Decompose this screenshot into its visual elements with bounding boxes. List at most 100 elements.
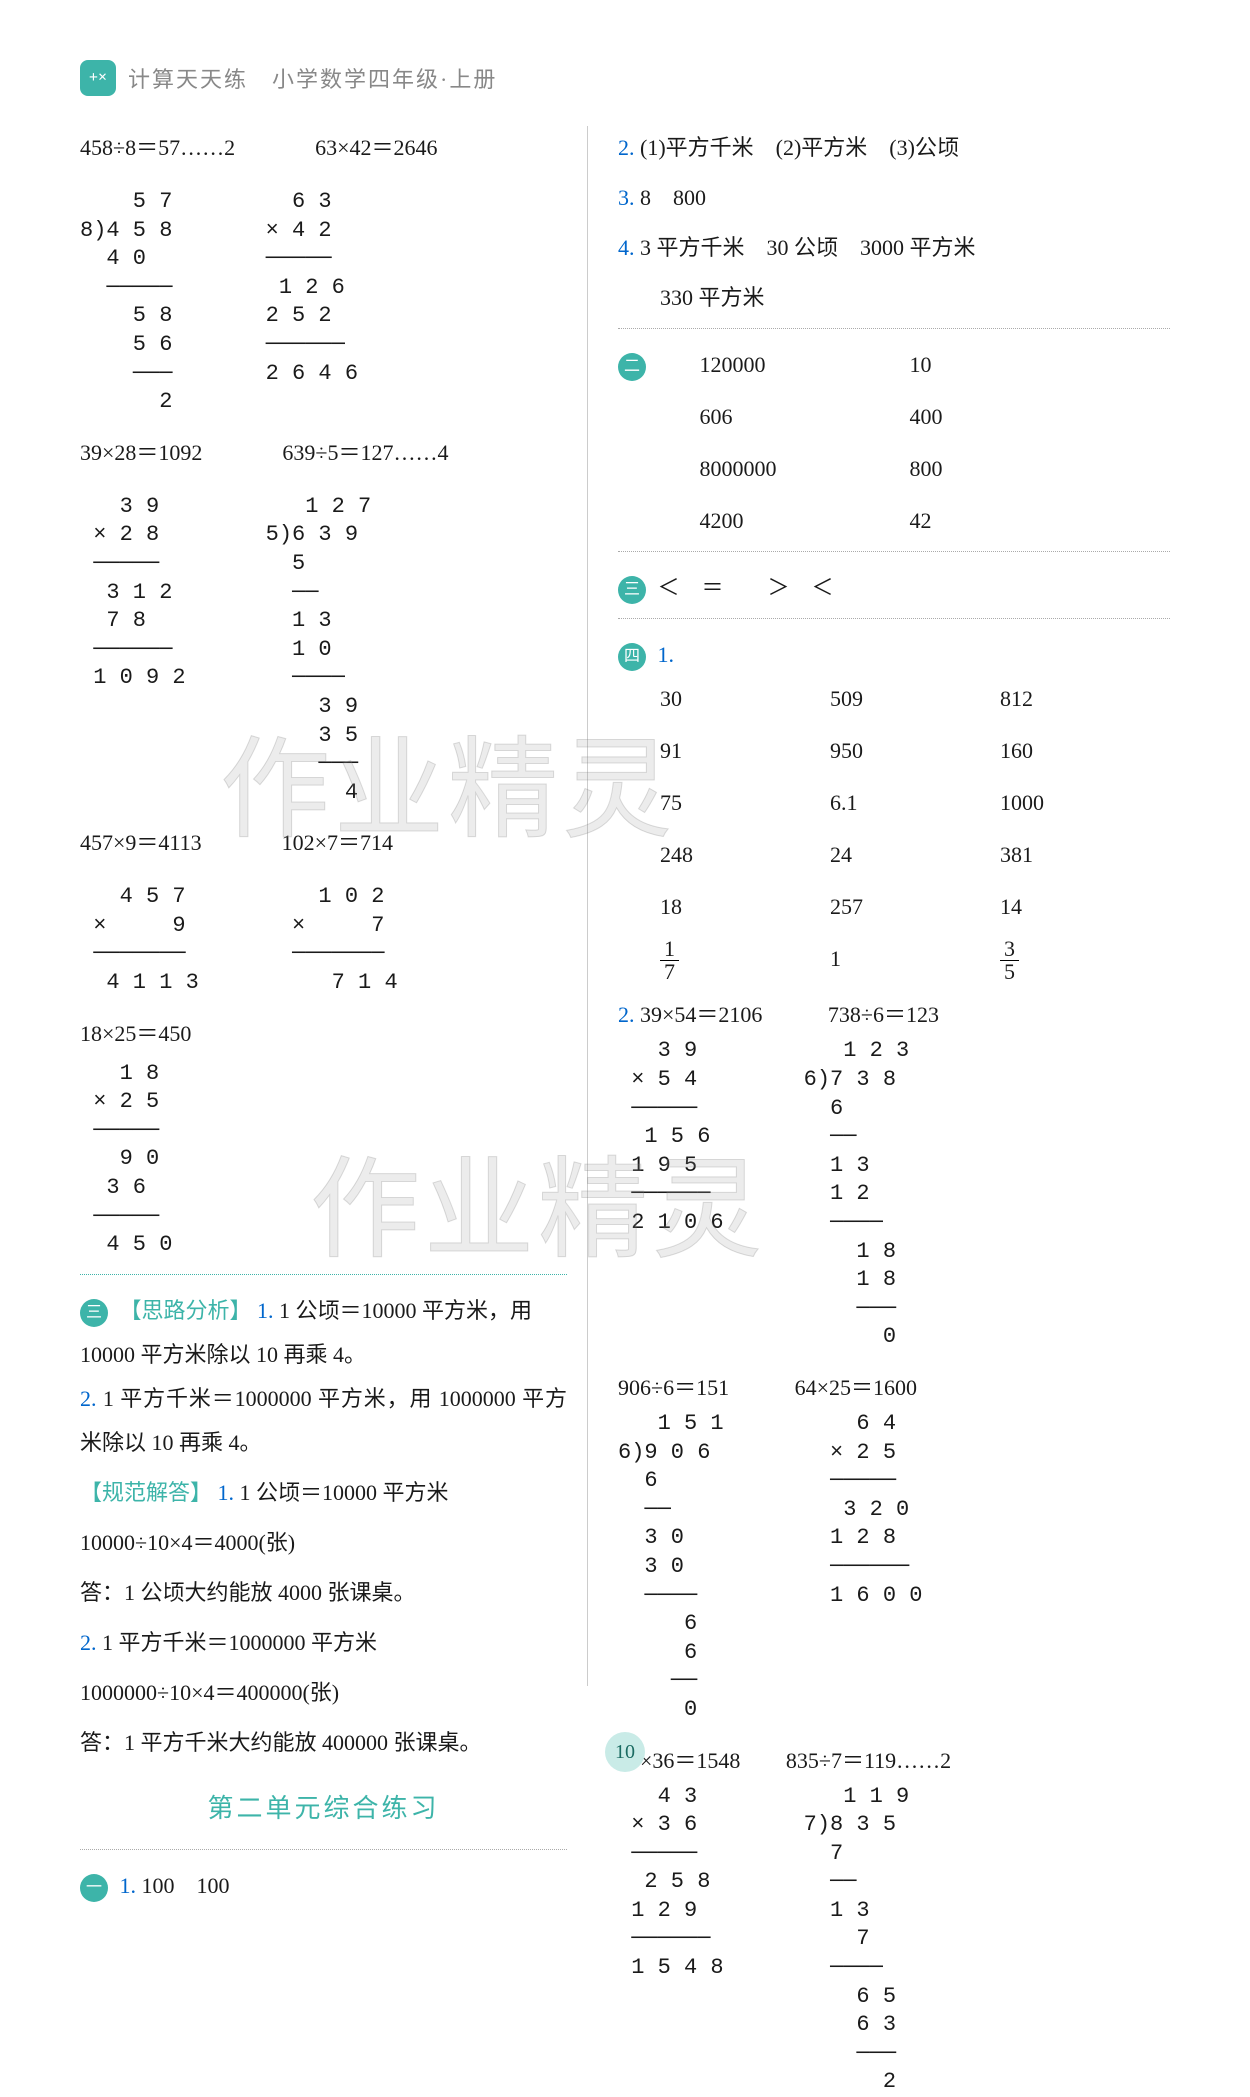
- answer-text: 1 公顷＝10000 平方米: [240, 1480, 449, 1505]
- calc-row-3: 4 5 7 × 9 ─────── 4 1 1 3 1 0 2 × 7 ────…: [80, 883, 567, 997]
- equation: 835÷7＝119……2: [786, 1748, 951, 1773]
- cell: 35: [1000, 937, 1170, 983]
- header-title: 计算天天练 小学数学四年级·上册: [128, 62, 497, 94]
- analysis-label: 【思路分析】: [120, 1298, 252, 1323]
- equation: 458÷8＝57……2: [80, 126, 235, 170]
- equation: 39×54＝2106: [640, 1002, 762, 1027]
- divider: [618, 618, 1170, 619]
- cell: 381: [1000, 833, 1170, 877]
- item-num: 3.: [618, 185, 635, 210]
- item-num: 1.: [257, 1298, 274, 1323]
- cell: 91: [660, 729, 830, 773]
- section-one: 一 1. 100 100: [80, 1864, 567, 1908]
- analysis-block: 三 【思路分析】 1. 1 公顷＝10000 平方米，用 10000 平方米除以…: [80, 1289, 567, 1465]
- cell: 14: [1000, 885, 1170, 929]
- cell: 160: [1000, 729, 1170, 773]
- cell: 1000: [1000, 781, 1170, 825]
- cell: 18: [660, 885, 830, 929]
- calc-row: 3 9 × 5 4 ───── 1 5 6 1 9 5 ────── 2 1 0…: [618, 1037, 1170, 1352]
- badge-three-icon: 三: [80, 1299, 108, 1327]
- calc-row-2: 3 9 × 2 8 ───── 3 1 2 7 8 ────── 1 0 9 2…: [80, 493, 567, 808]
- divider: [618, 551, 1170, 552]
- answer-grid: 30509812 91950160 756.11000 24824381 182…: [618, 677, 1170, 983]
- item-num: 2.: [618, 1002, 635, 1027]
- badge-four-icon: 四: [618, 643, 646, 671]
- eq-row-2: 39×28＝1092 639÷5＝127……4: [80, 431, 567, 479]
- cell: 24: [830, 833, 1000, 877]
- equation: 63×42＝2646: [315, 126, 437, 170]
- page-number: 10: [605, 1732, 645, 1772]
- long-mult: 6 4 × 2 5 ───── 3 2 0 1 2 8 ────── 1 6 0…: [804, 1410, 923, 1725]
- item-num: 1.: [658, 642, 675, 667]
- answer-text: 10000÷10×4＝4000(张): [80, 1521, 567, 1565]
- answer-text: 8 800: [640, 185, 706, 210]
- equation: 457×9＝4113: [80, 821, 202, 865]
- answer-text: 答：1 平方千米大约能放 400000 张课桌。: [80, 1721, 567, 1765]
- cell: 6.1: [830, 781, 1000, 825]
- unit-title: 第二单元综合练习: [80, 1783, 567, 1835]
- equation: 906÷6＝151: [618, 1375, 729, 1400]
- answer-text: ＜ ＝ ＞ ＜: [658, 575, 834, 600]
- answer-text: 1 平方千米＝1000000 平方米: [102, 1630, 377, 1655]
- analysis-text: 1 平方千米＝1000000 平方米，用 1000000 平方米除以 10 再乘…: [80, 1386, 567, 1455]
- long-mult: 1 0 2 × 7 ─────── 7 1 4: [279, 883, 398, 997]
- cell: 8000000: [700, 447, 910, 491]
- answer-text: 100 100: [142, 1873, 230, 1898]
- answer-text: (1)平方千米 (2)平方米 (3)公顷: [640, 135, 959, 160]
- cell: 4200: [700, 499, 910, 543]
- calc-row: 4 3 × 3 6 ───── 2 5 8 1 2 9 ────── 1 5 4…: [618, 1783, 1170, 2097]
- long-mult: 3 9 × 2 8 ───── 3 1 2 7 8 ────── 1 0 9 2: [80, 493, 186, 808]
- cell: 812: [1000, 677, 1170, 721]
- long-mult: 3 9 × 5 4 ───── 1 5 6 1 9 5 ────── 2 1 0…: [618, 1037, 724, 1352]
- equation: 64×25＝1600: [795, 1375, 917, 1400]
- cell: 509: [830, 677, 1000, 721]
- equation: 102×7＝714: [282, 821, 393, 865]
- cell: 257: [830, 885, 1000, 929]
- answer-text: 1000000÷10×4＝400000(张): [80, 1671, 567, 1715]
- left-column: 458÷8＝57……2 63×42＝2646 5 7 8)4 5 8 4 0 ─…: [80, 126, 588, 1686]
- calc-row: 1 5 1 6)9 0 6 6 ── 3 0 3 0 ──── 6 6 ── 0…: [618, 1410, 1170, 1725]
- cell: 800: [910, 447, 1120, 491]
- item-num: 2.: [80, 1386, 97, 1411]
- cell: 10: [910, 343, 1120, 387]
- answer-label: 【规范解答】: [80, 1480, 212, 1505]
- divider: [80, 1274, 567, 1275]
- divider: [618, 328, 1170, 329]
- section-two: 二 12000010 606400 8000000800 420042: [618, 343, 1170, 543]
- cell: 30: [660, 677, 830, 721]
- badge-one-icon: 一: [80, 1874, 108, 1902]
- equation: 639÷5＝127……4: [282, 431, 448, 475]
- long-mult: 6 3 × 4 2 ───── 1 2 6 2 5 2 ────── 2 6 4…: [252, 188, 358, 417]
- right-column: 2. (1)平方千米 (2)平方米 (3)公顷 3. 8 800 4. 3 平方…: [588, 126, 1170, 1686]
- cell: 75: [660, 781, 830, 825]
- long-division: 1 2 7 5)6 3 9 5 ── 1 3 1 0 ──── 3 9 3 5 …: [266, 493, 372, 808]
- long-mult: 4 3 × 3 6 ───── 2 5 8 1 2 9 ────── 1 5 4…: [618, 1783, 724, 2097]
- long-mult: 4 5 7 × 9 ─────── 4 1 1 3: [80, 883, 199, 997]
- logo-icon: +×: [80, 60, 116, 96]
- section-four: 四 1. 30509812 91950160 756.11000 2482438…: [618, 633, 1170, 2097]
- cell: 120000: [700, 343, 910, 387]
- long-mult: 1 8 × 2 5 ───── 9 0 3 6 ───── 4 5 0: [80, 1060, 567, 1260]
- item-num: 4.: [618, 235, 635, 260]
- answer-text: 3 平方千米 30 公顷 3000 平方米: [640, 235, 976, 260]
- content-columns: 458÷8＝57……2 63×42＝2646 5 7 8)4 5 8 4 0 ─…: [80, 126, 1170, 1686]
- cell: 400: [910, 395, 1120, 439]
- divider: [80, 1849, 567, 1850]
- item-num: 1.: [120, 1873, 137, 1898]
- item-num: 1.: [218, 1480, 235, 1505]
- equation: 18×25＝450: [80, 1012, 567, 1056]
- cell: 950: [830, 729, 1000, 773]
- calc-row-1: 5 7 8)4 5 8 4 0 ───── 5 8 5 6 ─── 2 6 3 …: [80, 188, 567, 417]
- answer-grid: 12000010 606400 8000000800 420042: [658, 343, 1120, 543]
- equation: 39×28＝1092: [80, 431, 202, 475]
- equation: 738÷6＝123: [828, 1002, 939, 1027]
- answer-block: 【规范解答】 1. 1 公顷＝10000 平方米 10000÷10×4＝4000…: [80, 1471, 567, 1765]
- eq-row-3: 457×9＝4113 102×7＝714: [80, 821, 567, 869]
- long-division: 5 7 8)4 5 8 4 0 ───── 5 8 5 6 ─── 2: [80, 188, 172, 417]
- long-division: 1 2 3 6)7 3 8 6 ── 1 3 1 2 ──── 1 8 1 8 …: [804, 1037, 910, 1352]
- cell: 1: [830, 937, 1000, 983]
- item-num: 2.: [80, 1630, 97, 1655]
- page-header: +× 计算天天练 小学数学四年级·上册: [80, 60, 1170, 96]
- cell: 42: [910, 499, 1120, 543]
- cell: 606: [700, 395, 910, 439]
